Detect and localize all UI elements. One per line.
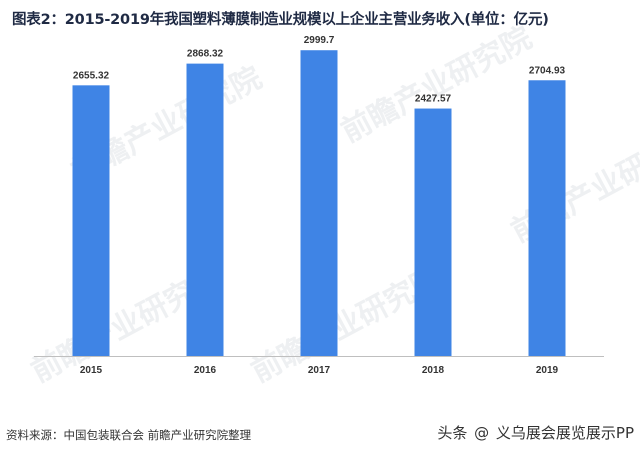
bar-2016 (186, 63, 224, 356)
x-tick-2017: 2017 (308, 365, 331, 376)
brand-name: 义乌展会展览展示PP (495, 424, 634, 442)
x-tick-2018: 2018 (422, 365, 445, 376)
data-label-2017: 2999.7 (304, 35, 335, 46)
bar-2017 (300, 50, 338, 357)
bars-group (72, 50, 566, 357)
brand-prefix: 头条 (437, 424, 468, 442)
data-label-2019: 2704.93 (529, 65, 566, 76)
bar-2015 (72, 85, 110, 356)
brand-credit: 头条 @ 义乌展会展览展示PP (437, 422, 634, 443)
data-label-2015: 2655.32 (73, 70, 110, 81)
data-labels: 2655.32 2868.32 2999.7 2427.57 2704.93 (73, 35, 566, 104)
chart-title: 图表2：2015-2019年我国塑料薄膜制造业规模以上企业主营业务收入(单位：亿… (12, 12, 549, 28)
x-tick-2016: 2016 (194, 365, 217, 376)
source-note: 资料来源：中国包装联合会 前瞻产业研究院整理 (6, 428, 252, 442)
data-label-2018: 2427.57 (415, 94, 452, 105)
at-sign: @ (474, 424, 490, 442)
bar-2018 (414, 108, 452, 356)
bar-2019 (528, 80, 566, 356)
x-tick-2015: 2015 (80, 365, 103, 376)
data-label-2016: 2868.32 (187, 49, 224, 60)
x-tick-2019: 2019 (536, 365, 559, 376)
x-tick-labels: 2015 2016 2017 2018 2019 (80, 365, 559, 376)
